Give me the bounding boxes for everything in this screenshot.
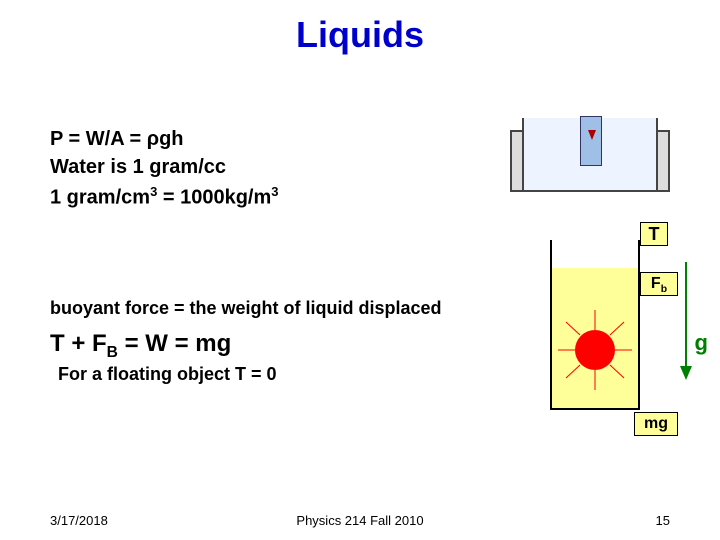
cylinder-arrow-icon: [588, 130, 596, 140]
g-arrow-icon: [676, 262, 696, 382]
label-Fb: Fb: [640, 272, 678, 296]
label-mg: mg: [634, 412, 678, 436]
eq-water2-exp2: 3: [271, 184, 278, 199]
label-T: T: [640, 222, 668, 246]
eq-floating: For a floating object T = 0: [58, 364, 277, 385]
label-g: g: [695, 330, 708, 356]
footer-page: 15: [656, 513, 670, 528]
eq-balance-sub: B: [107, 344, 118, 361]
eq-balance-post: = W = mg: [118, 330, 231, 357]
eq-pressure: P = W/A = ρgh: [50, 128, 184, 151]
eq-balance: T + FB = W = mg: [50, 330, 231, 362]
container-figure: [510, 120, 670, 200]
eq-balance-pre: T + F: [50, 330, 107, 357]
beaker-wall: [550, 240, 640, 410]
eq-water2-pre: 1 gram/cm: [50, 187, 150, 209]
label-Fb-pre: F: [651, 275, 661, 292]
eq-water2-mid: = 1000kg/m: [157, 187, 271, 209]
cylinder: [580, 116, 602, 166]
label-Fb-sub: b: [661, 284, 667, 295]
slide-title: Liquids: [0, 14, 720, 56]
eq-buoyant: buoyant force = the weight of liquid dis…: [50, 298, 442, 319]
footer-course: Physics 214 Fall 2010: [0, 513, 720, 528]
beaker-diagram: [550, 240, 640, 410]
eq-water2: 1 gram/cm3 = 1000kg/m3: [50, 184, 279, 210]
eq-water1: Water is 1 gram/cc: [50, 156, 226, 179]
